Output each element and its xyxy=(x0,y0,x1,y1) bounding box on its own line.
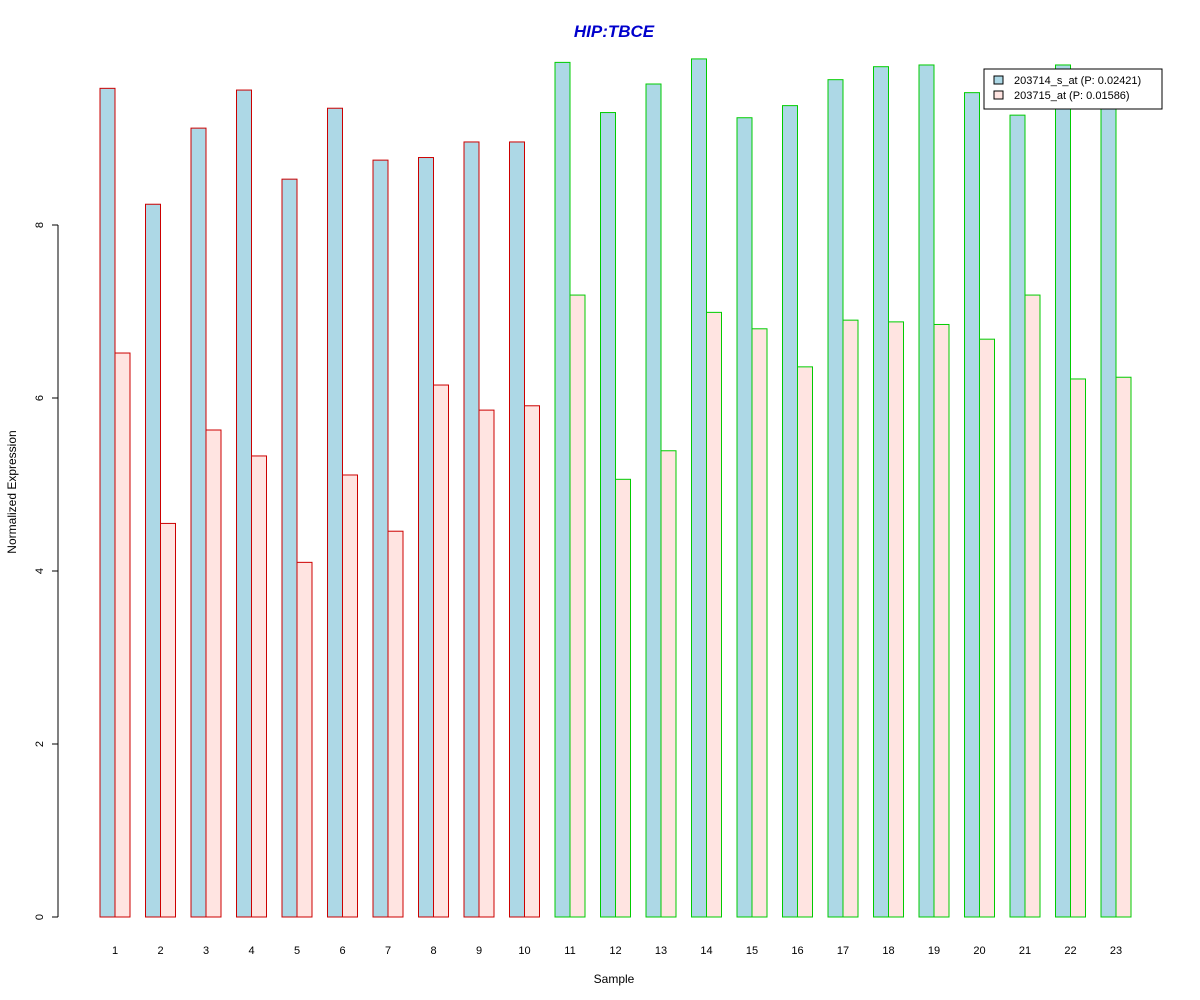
x-tick-label: 18 xyxy=(882,945,894,957)
bar-203714-s-at xyxy=(600,112,616,918)
x-tick-label: 3 xyxy=(203,945,209,957)
y-axis: 0 2 4 6 8 xyxy=(34,222,59,920)
bar-203715-at xyxy=(751,328,768,918)
legend-swatch xyxy=(993,90,1004,100)
x-tick-label: 7 xyxy=(385,945,391,957)
legend: 203714_s_at (P: 0.02421) 203715_at (P: 0.… xyxy=(983,68,1163,110)
x-tick-label: 10 xyxy=(518,945,530,957)
x-tick-label: 12 xyxy=(609,945,621,957)
bar-203715-at xyxy=(433,384,449,918)
bar-203714-s-at xyxy=(736,117,753,918)
y-tick-label: 0 xyxy=(34,914,46,920)
bar-203715-at xyxy=(342,474,358,918)
bar-203715-at xyxy=(1024,294,1041,918)
legend-label: 203715_at (P: 0.01586) xyxy=(1014,90,1130,102)
bar-203715-at xyxy=(933,323,950,918)
bar-203714-s-at xyxy=(782,105,798,918)
x-axis-label: Sample xyxy=(594,972,635,986)
bar-203714-s-at xyxy=(1009,114,1026,918)
bar-203714-s-at xyxy=(372,159,389,918)
bar-203714-s-at xyxy=(281,178,298,918)
bar-203715-at xyxy=(296,561,313,918)
bar-203714-s-at xyxy=(1055,64,1071,918)
bar-203715-at xyxy=(569,294,586,918)
bar-203715-at xyxy=(660,450,677,918)
bar-203714-s-at xyxy=(99,87,116,918)
x-tick-label: 15 xyxy=(746,945,758,957)
bar-203714-s-at xyxy=(827,79,844,918)
x-tick-labels: 1 2 3 4 5 6 7 8 9 10 11 12 13 14 15 16 17 18 19 20 21 22 23 xyxy=(112,945,1122,957)
bar-203714-s-at xyxy=(1100,101,1117,918)
bar-203715-at xyxy=(979,338,995,918)
legend-box xyxy=(983,68,1163,110)
bar-203715-at xyxy=(1070,378,1086,918)
bar-203715-at xyxy=(706,311,722,918)
bar-203715-at xyxy=(251,455,267,918)
bar-203715-at xyxy=(524,405,540,918)
x-tick-label: 8 xyxy=(430,945,436,957)
legend-label: 203714_s_at (P: 0.02421) xyxy=(1014,75,1141,87)
x-tick-label: 17 xyxy=(837,945,849,957)
y-axis-label: Normalized Expression xyxy=(5,430,19,553)
x-tick-label: 13 xyxy=(655,945,667,957)
x-tick-label: 22 xyxy=(1064,945,1076,957)
bar-203714-s-at xyxy=(418,157,434,918)
x-tick-label: 19 xyxy=(928,945,940,957)
bar-203714-s-at xyxy=(554,61,571,918)
bar-203714-s-at xyxy=(509,141,525,918)
y-tick-label: 8 xyxy=(34,222,46,228)
bar-203714-s-at xyxy=(873,66,889,918)
x-tick-label: 16 xyxy=(791,945,803,957)
bar-203714-s-at xyxy=(918,64,935,918)
x-tick-label: 21 xyxy=(1019,945,1031,957)
bar-203714-s-at xyxy=(236,89,252,918)
x-tick-label: 9 xyxy=(476,945,482,957)
bar-203715-at xyxy=(205,429,222,918)
x-tick-label: 14 xyxy=(700,945,712,957)
x-tick-label: 11 xyxy=(564,945,575,957)
legend-swatch xyxy=(993,75,1004,85)
bar-203715-at xyxy=(478,409,495,918)
x-tick-label: 5 xyxy=(294,945,300,957)
x-tick-label: 6 xyxy=(339,945,345,957)
x-tick-label: 20 xyxy=(973,945,985,957)
bar-203714-s-at xyxy=(145,203,161,918)
bar-203715-at xyxy=(160,522,176,918)
bar-203714-s-at xyxy=(691,58,707,918)
y-tick-label: 6 xyxy=(34,395,46,401)
bar-203714-s-at xyxy=(645,83,662,918)
y-tick-label: 4 xyxy=(34,568,46,574)
bar-203715-at xyxy=(615,478,631,918)
bar-203714-s-at xyxy=(964,92,980,918)
bar-203715-at xyxy=(114,352,131,918)
bar-203715-at xyxy=(1115,376,1132,918)
bar-203714-s-at xyxy=(327,107,343,918)
x-tick-label: 23 xyxy=(1110,945,1122,957)
x-tick-label: 4 xyxy=(248,945,254,957)
bar-203714-s-at xyxy=(463,141,480,918)
bar-203715-at xyxy=(797,366,813,918)
chart-title: HIP:TBCE xyxy=(574,22,655,41)
bar-203714-s-at xyxy=(190,127,207,918)
x-tick-label: 1 xyxy=(112,945,118,957)
bar-203715-at xyxy=(842,319,859,918)
bars xyxy=(99,58,1132,918)
x-tick-label: 2 xyxy=(157,945,163,957)
bar-203715-at xyxy=(888,321,904,918)
y-tick-label: 2 xyxy=(34,741,46,747)
bar-203715-at xyxy=(387,530,404,918)
